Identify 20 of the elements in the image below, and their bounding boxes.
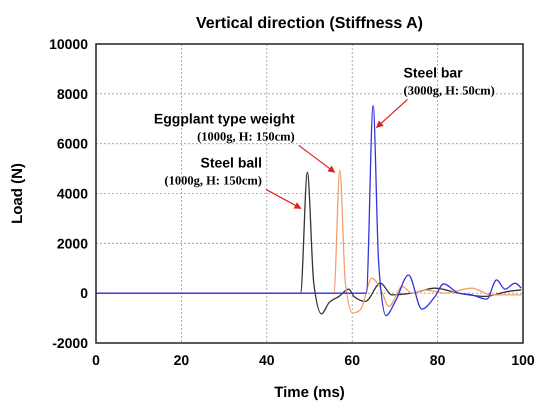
annotation: Steel ball (1000g, H: 150cm): [164, 154, 262, 188]
x-tick-label: 100: [511, 352, 535, 368]
x-tick-label: 40: [259, 352, 275, 368]
y-tick-label: 10000: [49, 36, 88, 52]
x-axis-title: Time (ms): [274, 384, 345, 401]
y-tick-label: 6000: [56, 136, 88, 152]
y-tick-label: 0: [80, 285, 88, 302]
y-tick-label: -2000: [52, 335, 88, 351]
y-tick-label: 8000: [56, 86, 88, 102]
x-tick-label: 0: [92, 352, 100, 368]
y-tick-label: 4000: [56, 186, 88, 202]
chart-title: Vertical direction (Stiffness A): [196, 15, 424, 32]
annotation: Steel bar (3000g, H: 50cm): [404, 64, 495, 98]
line-series: [95, 104, 522, 316]
annotation: Eggplant type weight (1000g, H: 150cm): [154, 110, 296, 144]
y-tick-label: 2000: [56, 235, 88, 252]
x-tick-label: 60: [344, 352, 360, 368]
x-tick-label: 20: [174, 352, 190, 368]
x-tick-label: 80: [430, 352, 446, 368]
y-axis-title: Load (N): [9, 163, 26, 224]
